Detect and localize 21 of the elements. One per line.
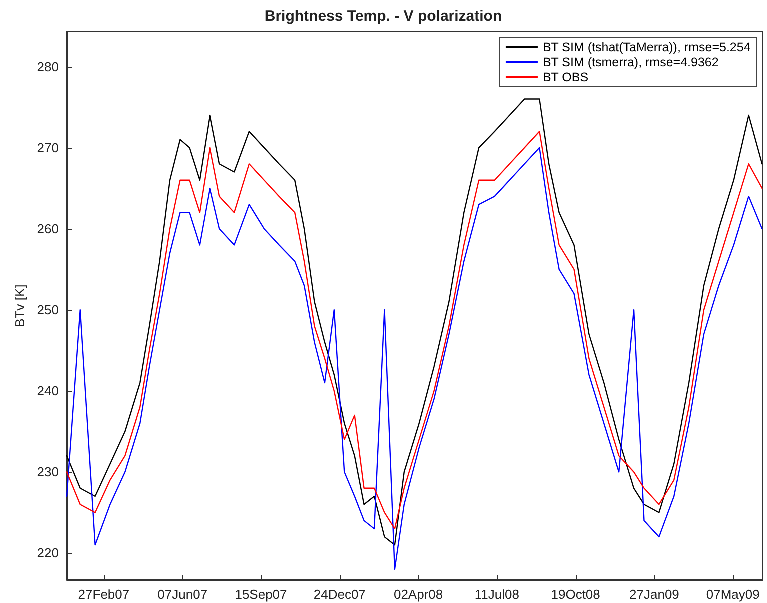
chart-title: Brightness Temp. - V polarization xyxy=(264,8,502,25)
y-axis-title: BTv [K] xyxy=(12,284,28,328)
legend-label: BT SIM (tsmerra), rmse=4.9362 xyxy=(542,56,719,70)
y-tick-label: 250 xyxy=(37,302,59,318)
y-tick-label: 230 xyxy=(37,464,59,480)
x-tick-label: 02Apr08 xyxy=(394,587,444,602)
x-tick-label: 07May09 xyxy=(706,587,760,602)
legend-label: BT OBS xyxy=(542,70,589,84)
y-tick-label: 260 xyxy=(37,221,59,236)
y-tick-label: 240 xyxy=(37,384,59,399)
y-tick-label: 270 xyxy=(37,140,59,156)
x-tick-label: 27Jan09 xyxy=(630,587,680,602)
x-tick-label: 24Dec07 xyxy=(314,587,366,602)
x-tick-label: 19Oct08 xyxy=(551,587,600,602)
y-tick-label: 220 xyxy=(37,546,59,561)
x-tick-label: 11Jul08 xyxy=(474,587,520,602)
legend-label: BT SIM (tshat(TaMerra)), rmse=5.254 xyxy=(542,40,751,54)
y-tick-label: 280 xyxy=(37,59,59,74)
x-tick-label: 27Feb07 xyxy=(78,587,130,602)
x-tick-label: 15Sep07 xyxy=(235,587,288,602)
x-tick-label: 07Jun07 xyxy=(158,587,208,602)
